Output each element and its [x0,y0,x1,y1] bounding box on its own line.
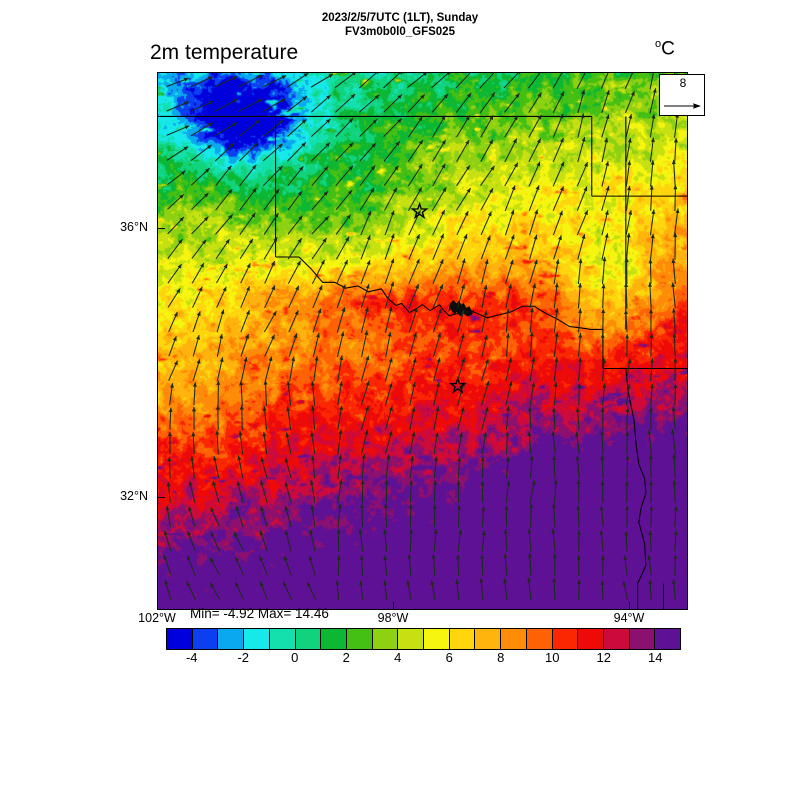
colorbar-segment [449,629,476,649]
colorbar-segment [269,629,296,649]
colorbar-segment [192,629,219,649]
colorbar-segment [295,629,322,649]
station-marker-north [410,201,429,219]
state-borders [158,115,687,609]
colorbar-segment [603,629,630,649]
model-run-id: FV3m0b0l0_GFS025 [345,25,455,38]
colorbar-tick-label: 4 [394,650,402,665]
colorbar-segment [424,629,450,649]
wind-vector-field [163,73,680,601]
colorbar-tick-labels: -4 -2 0 2 4 6 8 10 12 14 [166,650,681,668]
colorbar-segment [475,629,502,649]
y-axis-tick-label: 36°N [120,220,148,234]
colorbar-segment [629,629,656,649]
wind-key-value: 8 [679,76,687,90]
colorbar-tick-label: 8 [497,650,505,665]
colorbar-segment [167,629,193,649]
colorbar-segment [552,629,579,649]
wind-vector-arrow-icon [664,103,701,109]
header-title-block: 2023/2/5/7UTC (1LT), Sunday FV3m0b0l0_GF… [0,12,800,39]
colorbar-segment [526,629,553,649]
wind-scale-key: 8 [659,74,705,116]
x-axis-tick [393,602,395,610]
colorbar-segment [501,629,527,649]
units-letter: C [661,38,675,60]
colorbar-tick-label: 12 [596,650,611,665]
y-axis-tick [157,228,165,230]
colorbar-tick-label: 10 [545,650,560,665]
colorbar-tick-label: 6 [445,650,453,665]
colorbar-tick-label: 0 [291,650,299,665]
colorbar-segment [218,629,245,649]
colorbar-segment [372,629,399,649]
x-axis-tick-label: 94°W [613,611,645,625]
colorbar-segment [398,629,425,649]
x-axis-tick-label: 102°W [138,611,176,625]
x-axis-tick-label: 98°W [377,611,409,625]
units-label: oC [655,38,675,60]
colorbar-tick-label: -2 [237,650,250,665]
page-title: 2m temperature [150,41,299,64]
colorbar-segment [346,629,373,649]
station-marker-south [448,376,467,394]
forecast-datetime: 2023/2/5/7UTC (1LT), Sunday [321,12,479,24]
colorbar-segment [244,629,270,649]
station-markers [410,201,467,394]
y-axis-tick [157,497,165,499]
colorbar-segment [578,629,604,649]
degree-symbol: o [655,38,662,50]
colorbar-segment [321,629,347,649]
map-overlay [158,73,687,609]
colorbar-tick-label: -4 [185,650,198,665]
y-axis-tick-label: 32°N [120,489,148,503]
colorbar-tick-label: 14 [648,650,663,665]
x-axis-tick [157,602,159,610]
minmax-stats: Min= -4.92 Max= 14.46 [190,606,329,621]
colorbar[interactable] [166,628,681,650]
map-plot-area[interactable] [157,72,688,610]
x-axis-tick [629,602,631,610]
colorbar-segment [655,629,681,649]
lake-texoma-water-body [448,299,475,317]
colorbar-tick-label: 2 [342,650,350,665]
